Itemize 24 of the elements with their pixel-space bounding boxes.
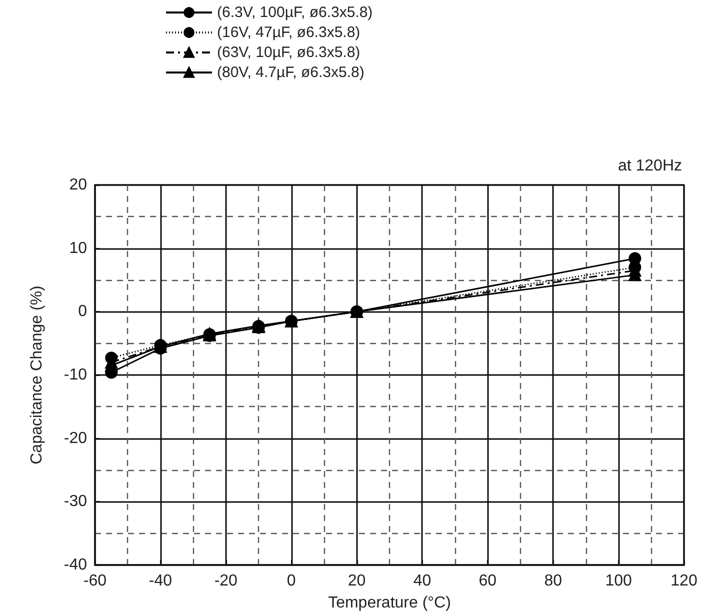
x-tick-label: 100 (605, 572, 632, 590)
y-tick-label: -20 (64, 430, 88, 447)
y-tick-label: 20 (69, 176, 88, 194)
x-tick-label: 20 (348, 572, 366, 590)
legend-label: (6.3V, 100µF, ø6.3x5.8) (217, 4, 373, 21)
x-tick-label: 40 (413, 572, 432, 590)
x-axis-title: Temperature (°C) (328, 594, 451, 612)
y-axis-title: Capacitance Change (%) (28, 286, 46, 464)
y-tick-label: -40 (64, 556, 88, 574)
x-tick-label: 60 (478, 572, 497, 590)
x-tick-label: 80 (544, 572, 562, 590)
legend-label: (63V, 10µF, ø6.3x5.8) (217, 44, 360, 61)
x-tick-label: 120 (670, 572, 698, 590)
legend-label: (16V, 47µF, ø6.3x5.8) (217, 24, 360, 41)
y-tick-label: -30 (64, 493, 88, 510)
x-tick-label: -40 (148, 572, 172, 590)
text: at 120Hz (618, 158, 682, 174)
x-tick-label: -60 (83, 572, 107, 590)
x-tick-label: 0 (286, 572, 296, 590)
y-tick-label: 0 (78, 303, 88, 320)
x-tick-label: -20 (214, 572, 238, 590)
y-tick-label: 10 (69, 240, 88, 257)
y-tick-label: -10 (64, 366, 88, 384)
legend-label: (80V, 4.7µF, ø6.3x5.8) (217, 64, 364, 81)
